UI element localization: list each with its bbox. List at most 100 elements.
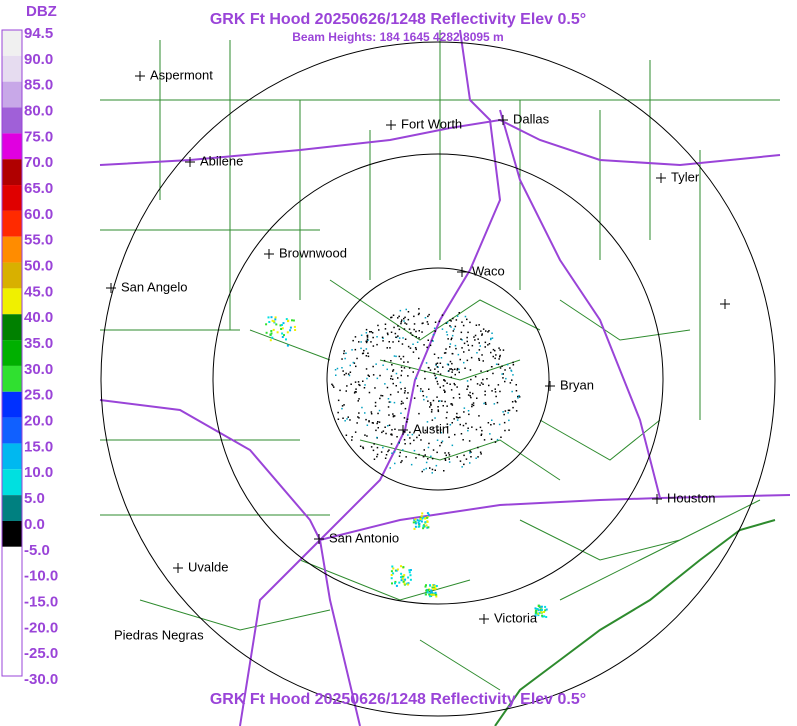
echo xyxy=(418,434,420,436)
echo xyxy=(402,566,405,569)
echo xyxy=(345,390,347,392)
echo xyxy=(398,315,400,318)
echo xyxy=(337,418,340,420)
echo xyxy=(392,370,394,372)
echo xyxy=(391,378,394,380)
echo xyxy=(425,467,427,470)
echo xyxy=(537,614,540,617)
echo xyxy=(445,322,448,324)
scale-label: 40.0 xyxy=(24,309,53,326)
echo xyxy=(374,405,377,407)
echo xyxy=(395,569,398,572)
echo xyxy=(475,457,477,459)
echo xyxy=(390,331,393,333)
echo xyxy=(472,402,475,404)
city-marker xyxy=(545,381,555,391)
echo xyxy=(414,521,417,524)
echo xyxy=(411,433,414,436)
echo xyxy=(424,370,426,373)
echo xyxy=(354,381,357,383)
echo xyxy=(404,322,406,324)
echo xyxy=(358,398,360,400)
echo xyxy=(433,327,436,329)
echo xyxy=(410,463,413,466)
echo xyxy=(477,446,479,449)
echo xyxy=(269,339,272,342)
echo xyxy=(541,614,544,617)
echo xyxy=(451,353,454,355)
echo xyxy=(428,388,430,390)
echo xyxy=(384,323,387,325)
echo xyxy=(382,446,384,449)
echo xyxy=(366,334,369,337)
echo xyxy=(418,330,420,332)
echo xyxy=(421,512,424,515)
echo xyxy=(399,309,402,312)
echo xyxy=(387,450,389,453)
city-label: Brownwood xyxy=(279,245,347,260)
echo xyxy=(515,384,517,386)
echo xyxy=(353,362,356,364)
echo xyxy=(424,454,426,456)
echo xyxy=(501,365,503,367)
echo xyxy=(400,388,402,390)
city-label: Piedras Negras xyxy=(114,627,204,642)
echo xyxy=(484,341,487,344)
echo xyxy=(387,333,389,336)
echo xyxy=(349,371,352,373)
echo xyxy=(431,472,433,474)
echo xyxy=(442,405,444,407)
echo xyxy=(432,427,434,430)
echo xyxy=(517,397,519,399)
echo xyxy=(367,355,370,358)
echo xyxy=(467,410,470,412)
echo xyxy=(353,392,356,394)
echo xyxy=(370,411,373,413)
echo xyxy=(399,381,402,384)
echo xyxy=(503,413,505,416)
echo xyxy=(409,347,412,349)
echo xyxy=(421,322,423,325)
echo xyxy=(430,591,433,594)
echo xyxy=(405,323,408,325)
echo xyxy=(365,328,368,331)
scale-swatch xyxy=(2,340,22,366)
echo xyxy=(392,341,394,343)
echo xyxy=(491,366,493,368)
echo xyxy=(347,416,349,418)
echo xyxy=(280,324,283,326)
echo xyxy=(392,413,394,415)
echo xyxy=(440,441,443,444)
echo xyxy=(484,390,486,393)
echo xyxy=(351,349,353,351)
echo xyxy=(471,344,474,347)
echo xyxy=(404,338,407,340)
echo xyxy=(390,377,392,380)
echo xyxy=(435,376,438,379)
echo xyxy=(372,336,374,339)
echo xyxy=(511,401,514,403)
echo xyxy=(469,450,471,452)
echo xyxy=(415,330,417,333)
echo xyxy=(343,374,346,376)
echo xyxy=(437,409,439,411)
echo xyxy=(441,440,444,442)
echo xyxy=(451,362,453,365)
echo xyxy=(447,452,450,454)
echo xyxy=(272,328,275,331)
echo xyxy=(426,520,429,523)
echo xyxy=(404,407,407,410)
echo xyxy=(397,317,399,319)
echo xyxy=(434,321,437,323)
echo xyxy=(458,368,460,371)
echo xyxy=(420,515,423,518)
echo xyxy=(376,377,379,380)
echo xyxy=(441,314,444,316)
echo xyxy=(364,412,366,414)
echo xyxy=(390,577,393,580)
echo xyxy=(426,346,428,349)
echo xyxy=(471,403,473,406)
echo xyxy=(429,584,431,587)
scale-swatch xyxy=(2,546,22,573)
echo xyxy=(446,411,448,414)
